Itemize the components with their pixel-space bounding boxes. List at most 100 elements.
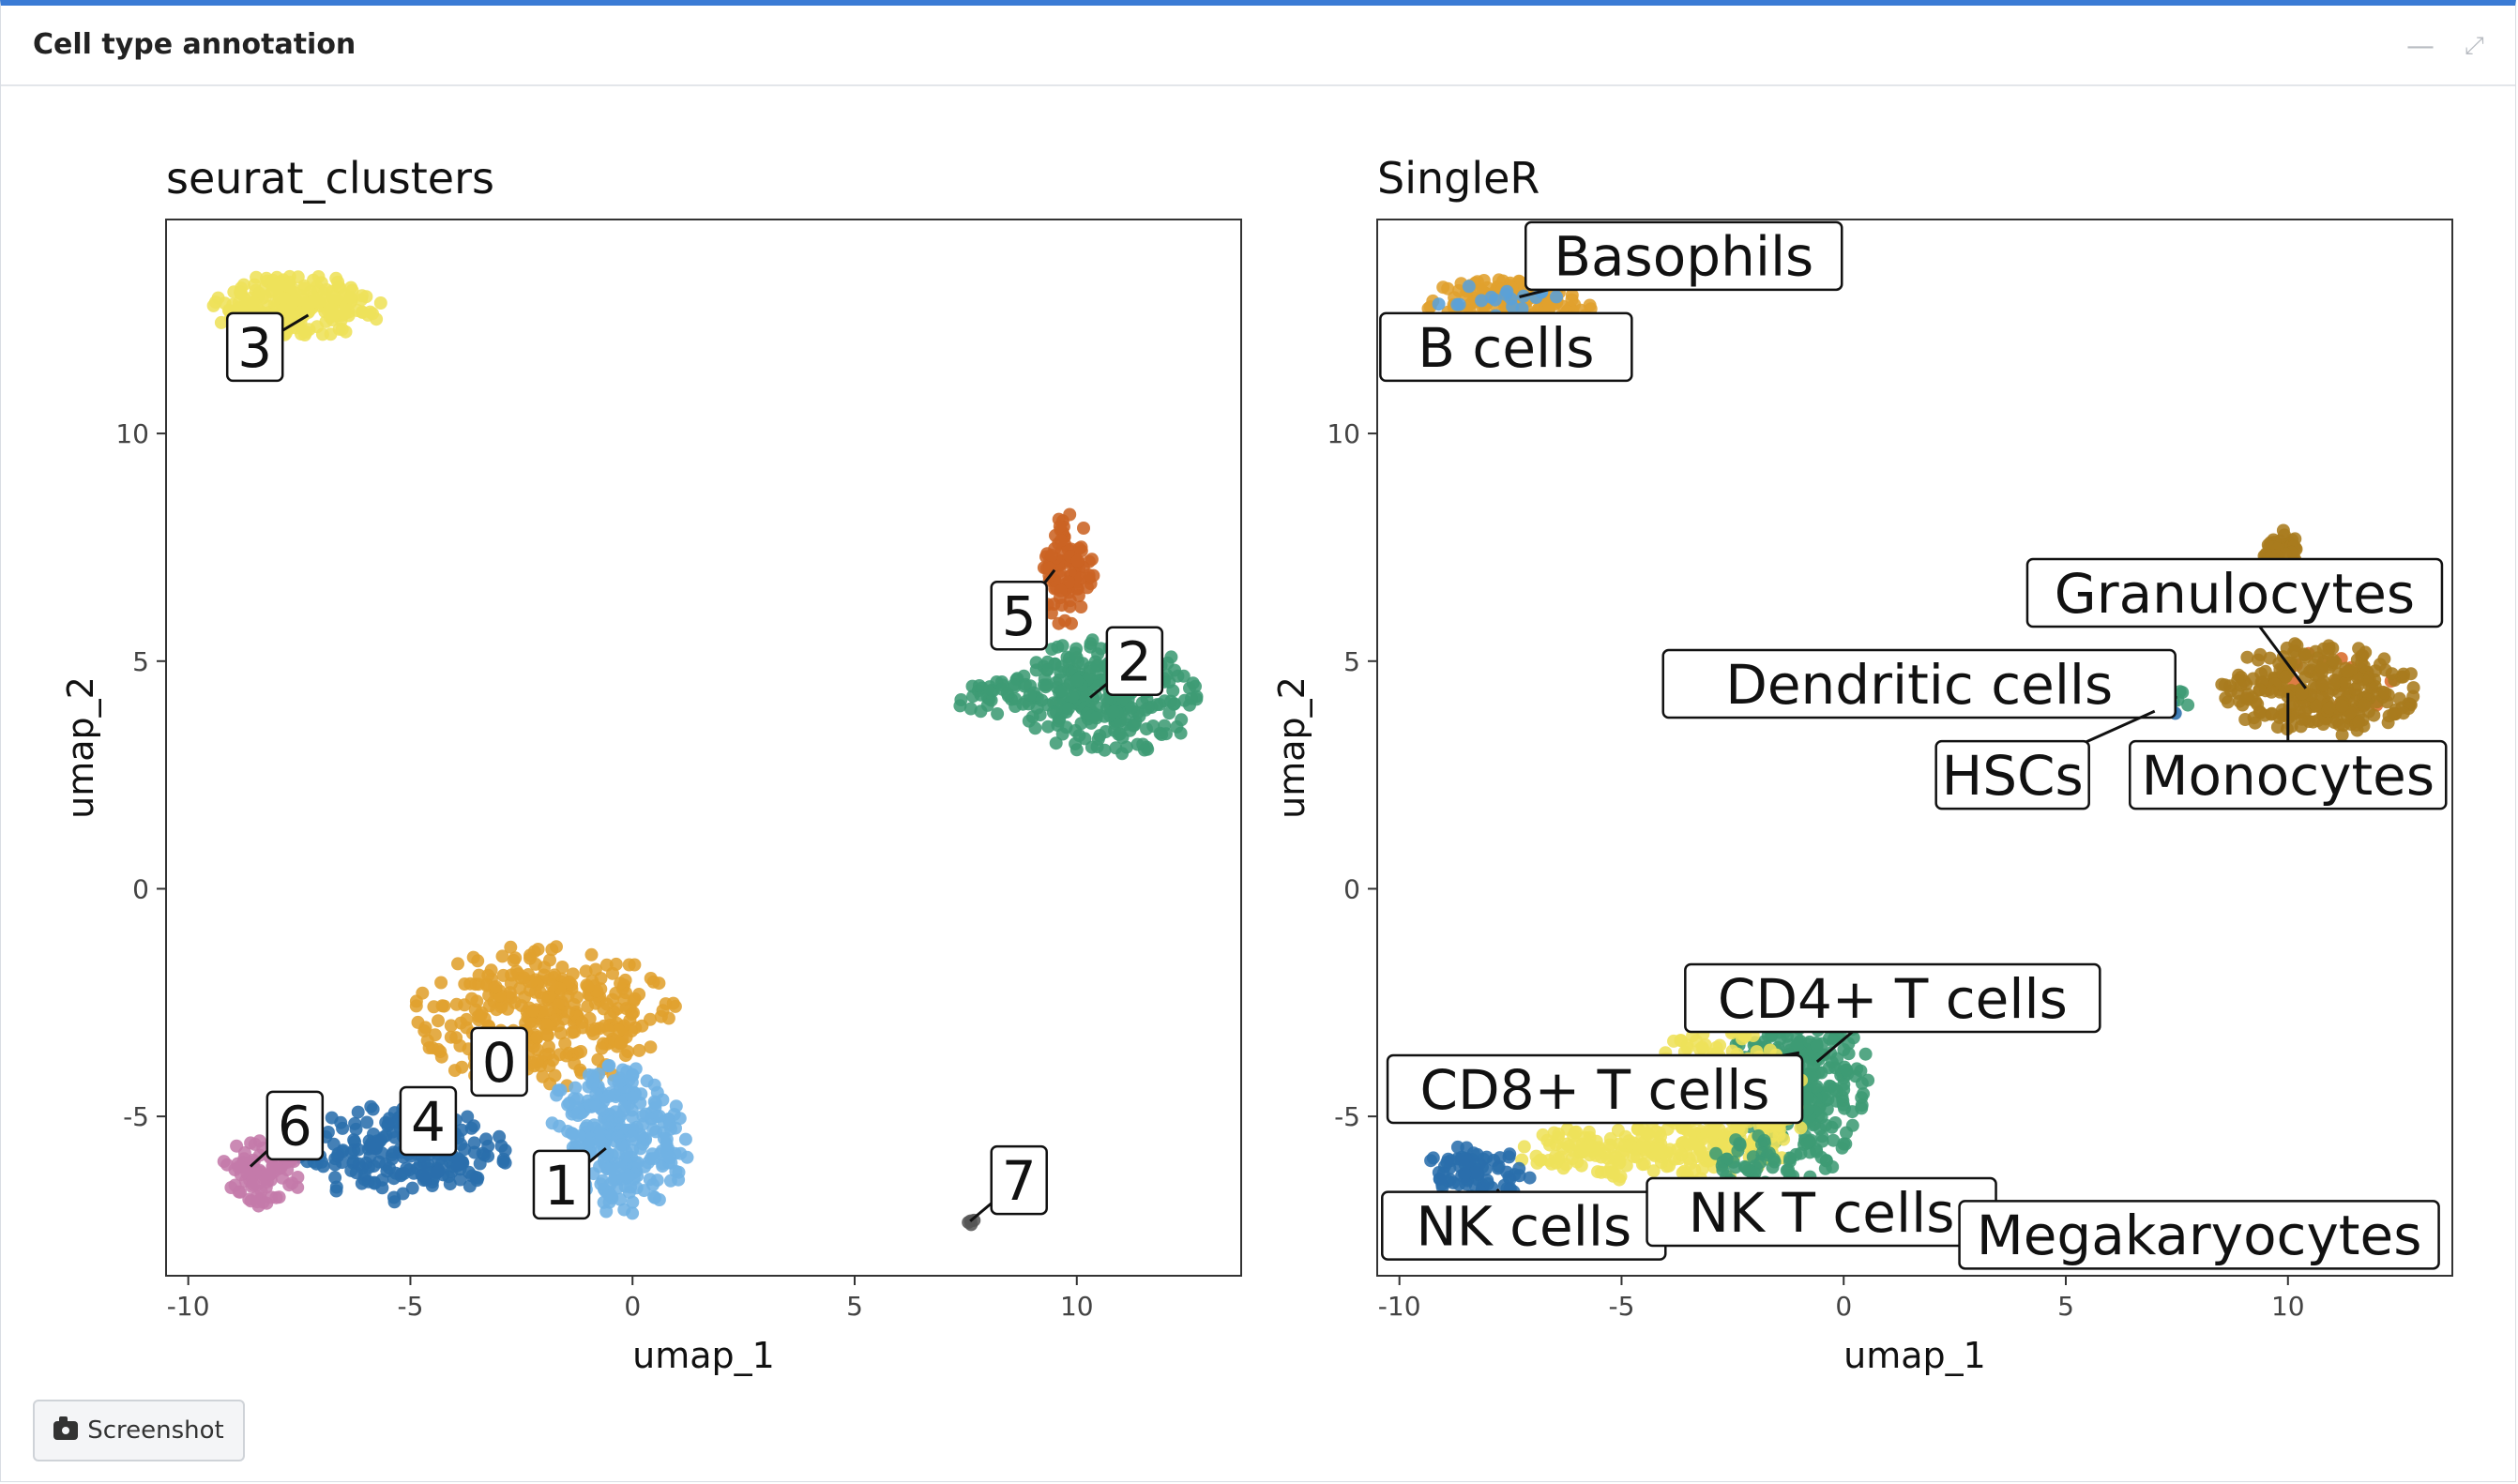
data-point — [2378, 686, 2392, 700]
expand-icon[interactable]: ⤢ — [2465, 32, 2484, 60]
data-point — [562, 975, 576, 989]
data-point — [363, 1139, 377, 1153]
data-point — [466, 950, 480, 964]
data-point — [217, 1155, 231, 1169]
cluster-label: 2 — [1117, 630, 1152, 694]
data-point — [1512, 1169, 1526, 1183]
label-box — [1379, 311, 1633, 383]
chart-panel-0: seurat_clusters-10 -5 0 5 10-50510umap_1umap… — [60, 153, 1242, 1376]
data-point — [991, 707, 1005, 720]
data-point — [420, 1034, 434, 1048]
data-point — [1515, 302, 1529, 316]
label-box — [399, 1085, 458, 1157]
data-point — [668, 999, 682, 1013]
data-point — [2352, 715, 2366, 729]
data-point — [1837, 1137, 1851, 1151]
data-point — [638, 1159, 652, 1174]
data-point — [550, 1088, 564, 1102]
data-point — [2335, 699, 2349, 713]
data-point — [258, 289, 272, 303]
data-point — [540, 1004, 554, 1018]
data-point — [368, 1176, 382, 1190]
label-box — [1958, 1200, 2440, 1270]
minimize-icon[interactable]: — — [2406, 30, 2435, 63]
data-point — [1054, 583, 1068, 598]
data-point — [2298, 647, 2312, 661]
data-point — [1550, 290, 1563, 304]
data-point — [550, 940, 563, 954]
data-point — [1084, 640, 1098, 654]
data-point — [1855, 1098, 1869, 1113]
data-point — [268, 279, 281, 293]
data-point — [1044, 548, 1058, 562]
data-point — [1139, 703, 1153, 717]
data-point — [430, 1166, 444, 1180]
data-point — [599, 1143, 613, 1158]
data-point — [1029, 663, 1043, 677]
data-point — [1113, 727, 1127, 741]
data-point — [237, 1145, 251, 1159]
cluster-label: 4 — [411, 1090, 446, 1154]
data-point — [995, 682, 1009, 696]
data-point — [277, 302, 291, 316]
data-point — [974, 704, 988, 719]
data-point — [1593, 1143, 1607, 1157]
data-point — [508, 951, 523, 965]
data-point — [1069, 646, 1083, 660]
data-point — [2239, 691, 2253, 705]
data-point — [972, 679, 986, 692]
data-point — [2265, 706, 2279, 720]
data-point — [2341, 664, 2355, 678]
label-box — [2025, 557, 2444, 628]
data-point — [455, 1060, 469, 1074]
data-point — [593, 1127, 607, 1141]
data-point — [2373, 658, 2387, 672]
data-point — [626, 1143, 640, 1158]
label-box — [2129, 739, 2448, 810]
data-point — [1500, 284, 1514, 298]
data-point — [1757, 1133, 1771, 1147]
data-point — [463, 1179, 477, 1193]
data-point — [364, 1099, 378, 1113]
data-point — [540, 1028, 554, 1042]
data-point — [1119, 740, 1133, 754]
chart-title: SingleR — [1377, 153, 1540, 204]
data-point — [482, 999, 496, 1013]
data-point — [1093, 729, 1107, 743]
data-point — [1854, 1064, 1868, 1078]
data-point — [1763, 1043, 1777, 1057]
data-point — [964, 1218, 978, 1232]
x-tick-label: 10 — [1060, 1291, 1094, 1322]
data-point — [1140, 722, 1153, 736]
data-point — [1827, 1133, 1841, 1147]
data-point — [1667, 1034, 1680, 1048]
data-point — [606, 1113, 620, 1127]
data-point — [626, 1091, 640, 1105]
data-point — [1583, 1130, 1597, 1144]
data-point — [678, 1132, 692, 1146]
series-nk-t-cells — [1709, 1128, 1803, 1192]
data-point — [588, 962, 602, 977]
y-tick-label: -5 — [123, 1101, 149, 1132]
data-point — [2181, 698, 2195, 712]
data-point — [434, 976, 448, 990]
data-point — [963, 702, 978, 716]
data-point — [625, 1129, 639, 1143]
data-point — [1176, 669, 1191, 683]
data-point — [505, 968, 519, 982]
y-tick-label: 10 — [115, 418, 149, 449]
data-point — [2357, 699, 2371, 712]
data-point — [1077, 522, 1090, 535]
data-point — [548, 1068, 562, 1083]
data-point — [297, 279, 311, 293]
data-point — [2234, 678, 2248, 692]
x-axis-label: umap_1 — [632, 1335, 775, 1376]
data-point — [1728, 1160, 1742, 1174]
data-point — [1562, 1140, 1576, 1153]
data-point — [617, 1099, 631, 1113]
data-point — [1600, 1165, 1615, 1179]
data-point — [588, 1098, 602, 1111]
data-point — [650, 1085, 664, 1099]
screenshot-button[interactable]: Screenshot — [33, 1400, 245, 1461]
chart-panel-1: SingleR -10 -5 0 5 10 -5 0 5 10 umap_1 umap_2 Basoph… — [1271, 153, 2453, 1376]
